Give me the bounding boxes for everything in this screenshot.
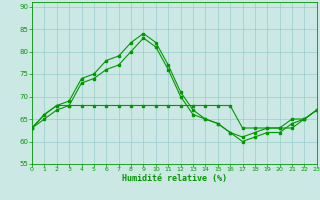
X-axis label: Humidité relative (%): Humidité relative (%) xyxy=(122,174,227,183)
